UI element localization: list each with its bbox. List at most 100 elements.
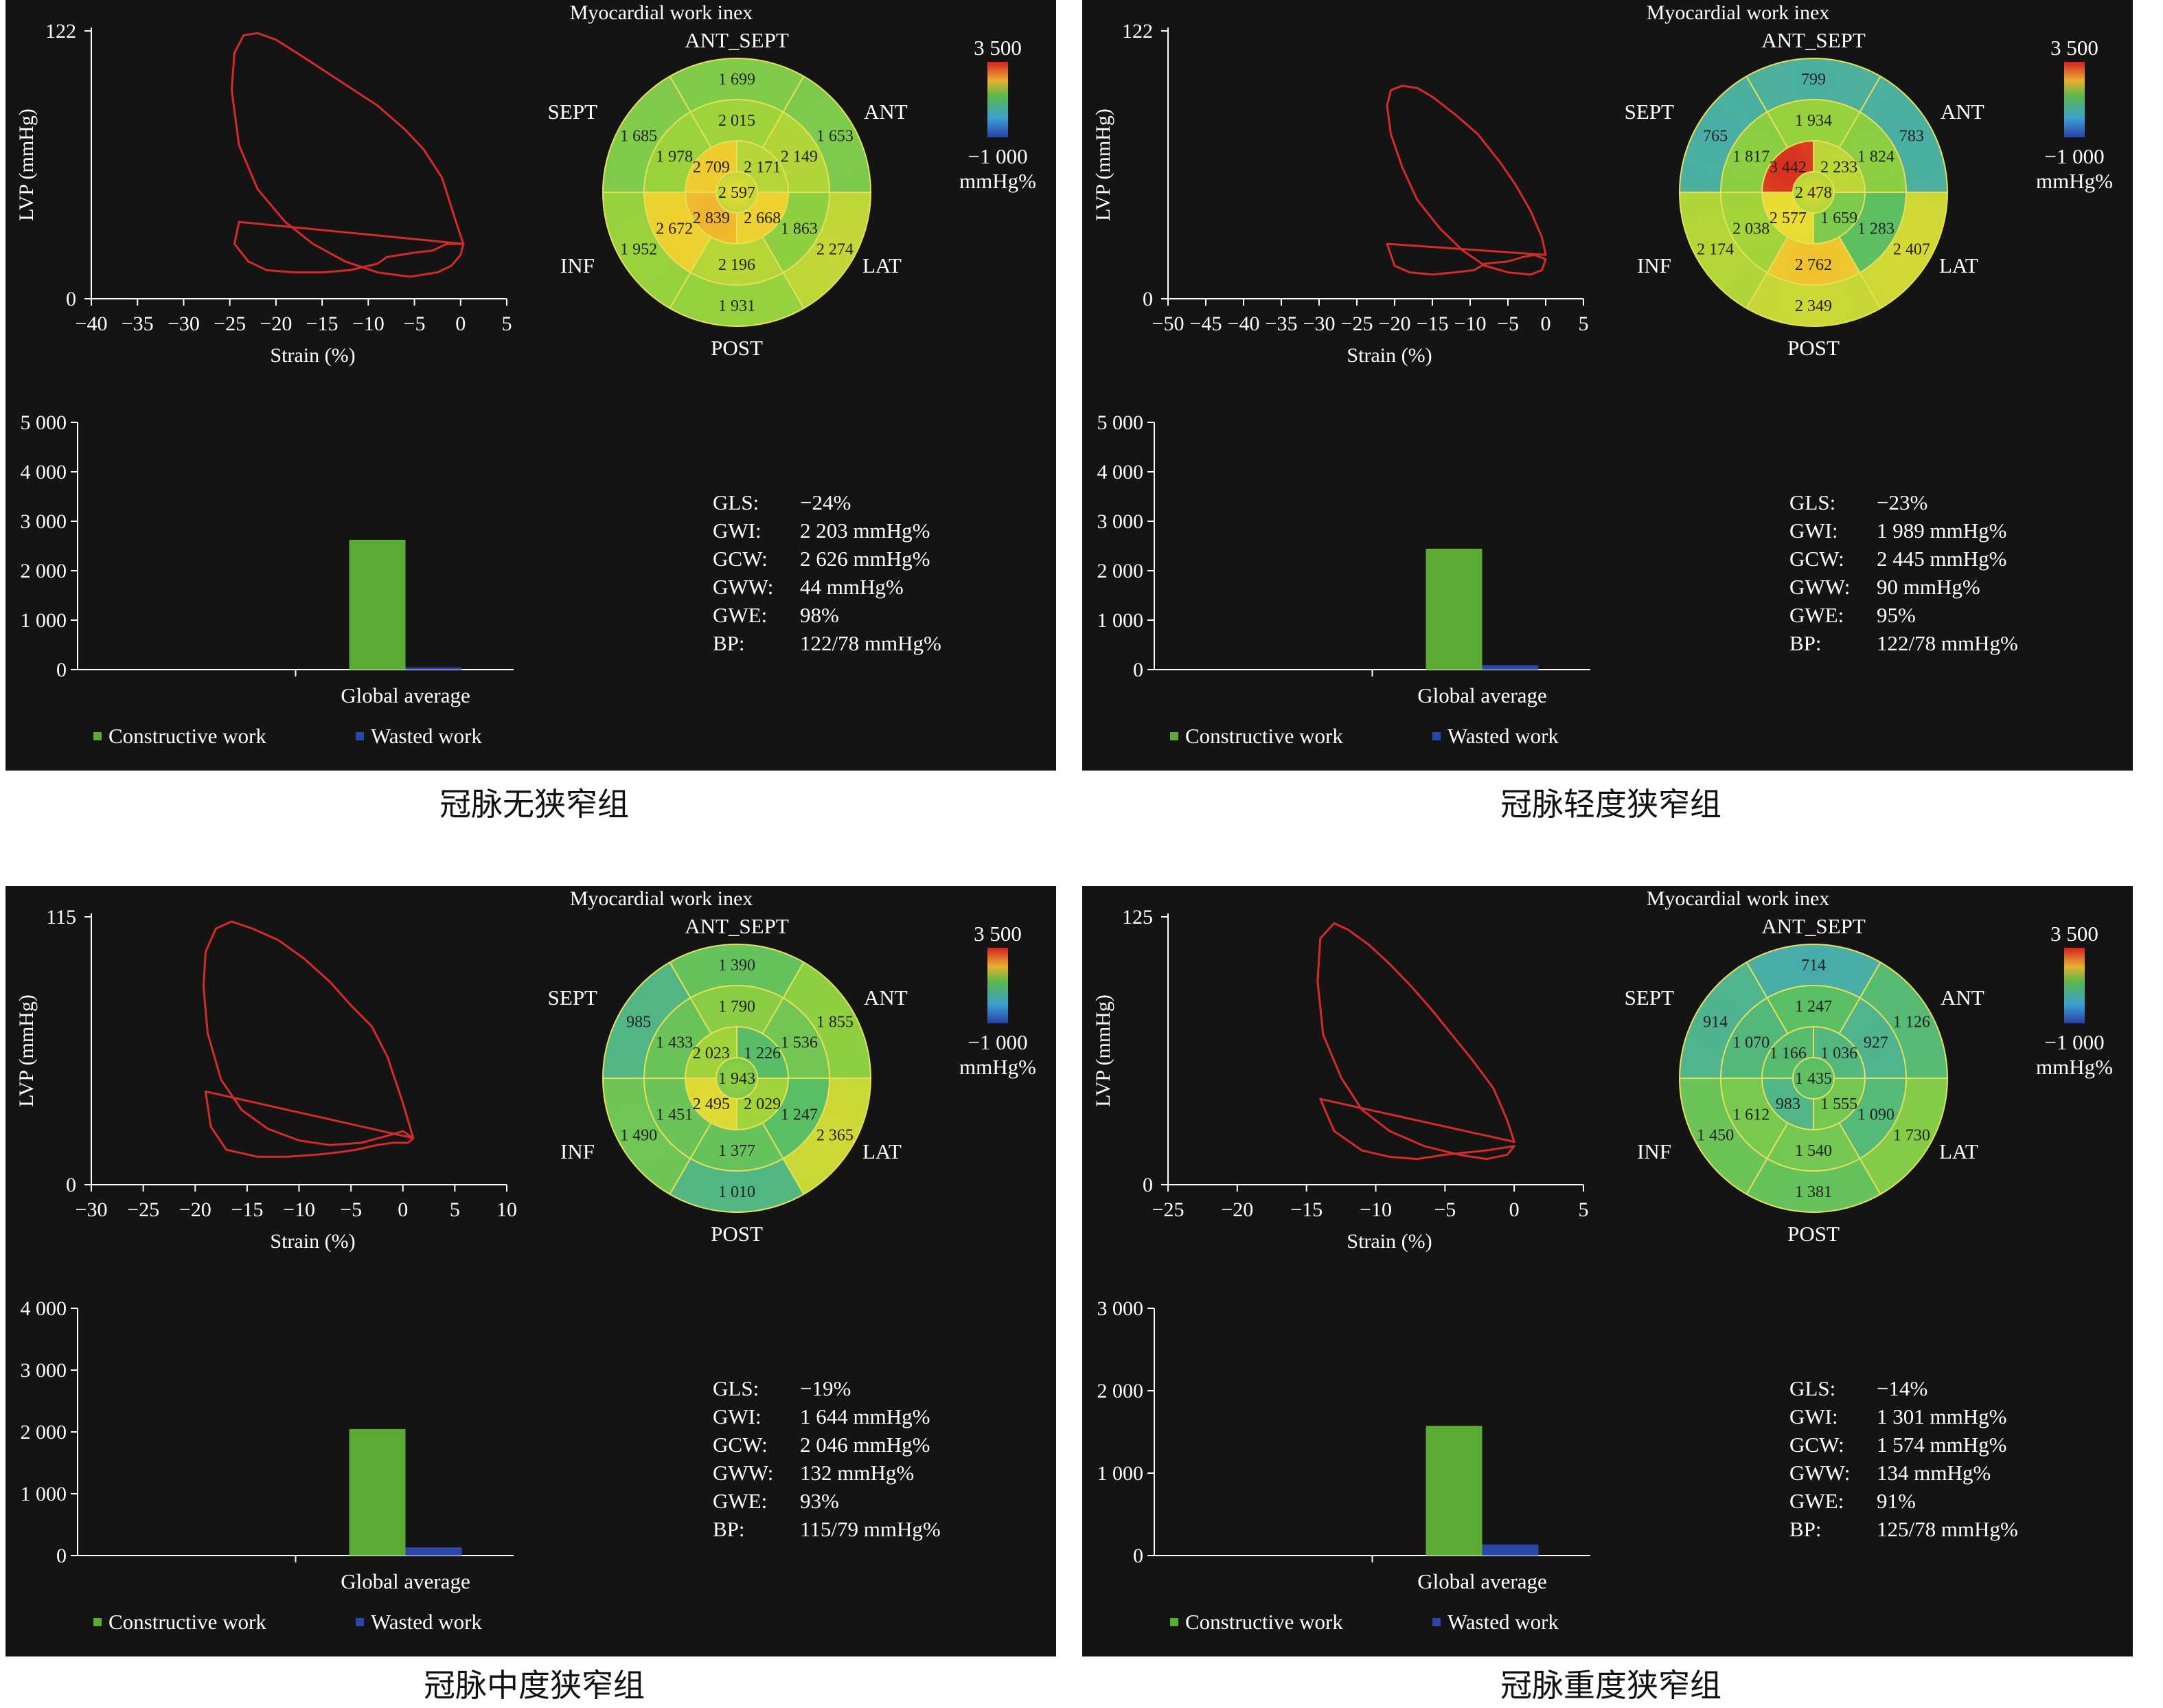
loop-y-axis-title: LVP (mmHg) <box>1092 994 1114 1107</box>
stat-key: BP: <box>713 1517 745 1541</box>
bar-y-tick-label: 1 000 <box>1097 1462 1144 1485</box>
bullseye-segment <box>1839 112 1906 192</box>
bullseye-segment <box>690 237 783 285</box>
segment-label-post: POST <box>1787 1222 1840 1246</box>
segment-label-sept: SEPT <box>1625 986 1674 1010</box>
stat-value: 132 mmHg% <box>800 1461 914 1485</box>
colorbar <box>2064 948 2085 1023</box>
segment-label-ant-sept: ANT_SEPT <box>1761 914 1866 938</box>
panel-caption: 冠脉无狭窄组 <box>439 786 629 823</box>
bar-y-tick-label: 2 000 <box>1097 1380 1144 1402</box>
bullseye-segment <box>1746 58 1881 113</box>
bullseye-segment <box>1839 1078 1906 1159</box>
panel-no-stenosis: −40 −35 −30 −25 −20 −15 −10 −5 0 5 0 122 Strain (%) L… <box>5 0 1063 783</box>
bullseye-segment <box>762 112 829 192</box>
bullseye-segment-value: 2 762 <box>1795 256 1832 274</box>
bullseye-segment <box>1762 192 1813 244</box>
segment-label-ant: ANT <box>864 986 908 1010</box>
loop-x-tick-label: −20 <box>1221 1198 1253 1221</box>
segment-label-post: POST <box>1787 336 1840 360</box>
loop-x-tick-label: −5 <box>1497 312 1519 335</box>
bar-y-tick-label: 5 000 <box>1097 411 1144 434</box>
bullseye-segment-value: 1 863 <box>781 220 818 238</box>
stat-key: GLS: <box>1789 490 1835 514</box>
loop-x-tick-label: −35 <box>122 312 154 335</box>
bullseye-apex <box>716 1058 757 1099</box>
bullseye-segment-value: 1 824 <box>1857 148 1895 166</box>
bullseye-segment-value: 1 490 <box>620 1127 657 1145</box>
bullseye-segment-value: 2 349 <box>1795 297 1832 315</box>
stat-key: GWI: <box>1789 519 1838 543</box>
segment-label-ant: ANT <box>1941 986 1984 1010</box>
bullseye-segment-value: 2 274 <box>816 241 854 259</box>
stat-key: GWE: <box>1789 1489 1844 1513</box>
bullseye-segment <box>670 58 804 113</box>
loop-x-tick-label: −40 <box>1228 312 1260 335</box>
bullseye-segment <box>762 192 829 273</box>
loop-x-tick-label: −10 <box>1360 1198 1392 1221</box>
stat-value: 125/78 mmHg% <box>1877 1517 2018 1541</box>
bar-y-tick-label: 4 000 <box>21 461 67 483</box>
bullseye-apex-value: 1 943 <box>718 1070 755 1088</box>
colorbar-max-label: 3 500 <box>974 36 1022 60</box>
bullseye-segment <box>1762 1078 1813 1130</box>
bullseye-segment <box>685 1027 737 1078</box>
bullseye-segment <box>1859 1078 1947 1194</box>
bullseye-divider <box>1859 1158 1881 1195</box>
bullseye-segment-value: 1 283 <box>1857 220 1895 238</box>
stat-key: BP: <box>1789 1517 1822 1541</box>
stat-key: GWI: <box>713 1404 762 1428</box>
bullseye-apex-value: 1 435 <box>1795 1070 1832 1088</box>
bar-y-tick-label: 3 000 <box>1097 510 1144 533</box>
stat-key: GWW: <box>713 575 773 599</box>
bullseye-title: Myocardial work inex <box>570 887 753 910</box>
legend-swatch-wasted <box>356 732 364 740</box>
stat-value: 2 046 mmHg% <box>800 1433 930 1457</box>
loop-x-tick-label: −15 <box>1417 312 1449 335</box>
bullseye-segment-value: 2 365 <box>816 1127 854 1145</box>
bullseye-segment-value: 2 709 <box>693 159 730 177</box>
stat-value: 134 mmHg% <box>1877 1461 1991 1485</box>
segment-label-sept: SEPT <box>548 100 597 124</box>
bar-y-tick-label: 1 000 <box>21 1483 67 1505</box>
bullseye-divider <box>1766 1122 1789 1159</box>
segment-label-inf: INF <box>560 253 595 277</box>
bullseye-segment <box>1813 141 1865 192</box>
loop-x-tick-label: −40 <box>76 312 108 335</box>
loop-x-tick-label: −20 <box>179 1198 211 1221</box>
segment-label-post: POST <box>711 336 763 360</box>
bullseye-segment-value: 1 555 <box>1820 1095 1857 1113</box>
bullseye-segment-value: 1 433 <box>656 1034 693 1052</box>
bullseye-segment <box>644 998 711 1078</box>
stat-key: GCW: <box>1789 547 1844 571</box>
colorbar-unit-label: mmHg% <box>2036 1055 2113 1079</box>
bullseye-segment <box>762 998 829 1078</box>
bullseye-segment-value: 1 247 <box>1795 998 1832 1016</box>
bullseye-divider <box>689 236 712 273</box>
bullseye-apex-value: 2 597 <box>718 184 755 202</box>
bullseye-segment-value: 765 <box>1703 128 1728 146</box>
bar-category-label: Global average <box>341 1569 470 1593</box>
legend-swatch-constructive <box>1170 1618 1178 1626</box>
stat-key: GLS: <box>1789 1376 1835 1400</box>
bullseye-divider <box>762 1122 784 1159</box>
bullseye-segment-value: 1 659 <box>1820 209 1857 227</box>
panel-caption: 冠脉轻度狭窄组 <box>1500 786 1721 823</box>
bullseye-segment <box>602 1078 691 1194</box>
bullseye-apex <box>1793 1058 1834 1099</box>
bullseye-segment <box>644 192 711 273</box>
bullseye-segment-value: 2 672 <box>656 220 693 238</box>
loop-x-tick-label: −5 <box>340 1198 362 1221</box>
loop-x-tick-label: −5 <box>404 312 426 335</box>
legend-wasted-label: Wasted work <box>371 724 482 748</box>
bar-y-tick-label: 0 <box>1133 1545 1143 1567</box>
bullseye-segment-value: 1 126 <box>1893 1014 1930 1032</box>
bullseye-divider <box>689 111 712 148</box>
bullseye-divider <box>689 1122 712 1159</box>
stat-key: GCW: <box>713 1433 768 1457</box>
stat-key: GWW: <box>713 1461 773 1485</box>
bullseye-segment <box>1721 1078 1788 1159</box>
bullseye-segment <box>690 1123 783 1171</box>
panel-figure: −30 −25 −20 −15 −10 −5 0 5 10 0 115 Strain (%) LVP (… <box>5 886 1056 1656</box>
bar-constructive-work <box>1426 548 1483 670</box>
